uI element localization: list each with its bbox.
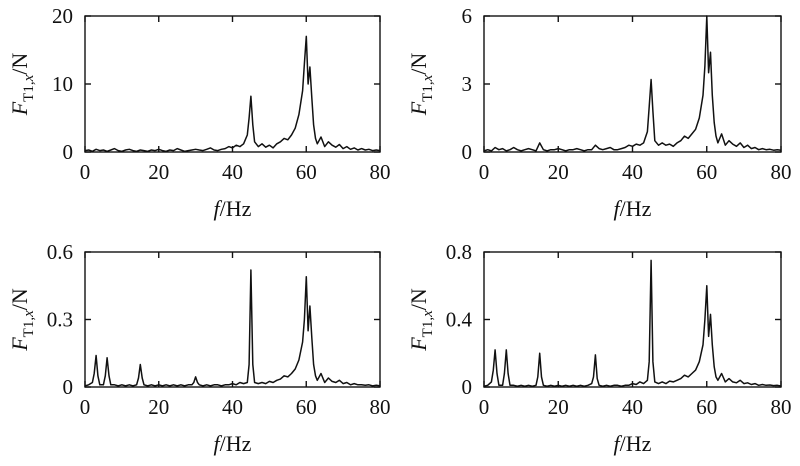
y-axis-label: FT1,x/N	[406, 53, 436, 117]
y-tick-label: 10	[52, 72, 73, 96]
x-tick-label: 20	[548, 160, 569, 184]
x-axis-label: f/Hz	[214, 196, 252, 221]
plot-frame	[84, 15, 381, 153]
y-tick-label: 0.8	[446, 240, 472, 264]
x-tick-label: 20	[148, 395, 169, 419]
x-tick-label: 80	[771, 395, 792, 419]
x-tick-label: 0	[479, 160, 490, 184]
y-tick-label: 20	[52, 4, 73, 28]
x-axis-label: f/Hz	[614, 431, 652, 456]
x-tick-label: 60	[696, 395, 717, 419]
plot-frame	[84, 251, 381, 388]
x-tick-label: 60	[696, 160, 717, 184]
chart-panel-top-left: 0 20 40 60 80 0 10 20 f/Hz FT1,x/N	[7, 4, 391, 221]
x-tick-label: 0	[479, 395, 490, 419]
x-tick-label: 60	[296, 160, 317, 184]
x-tick-label: 80	[771, 160, 792, 184]
x-tick-label: 80	[370, 160, 391, 184]
chart-panel-top-right: 0 20 40 60 80 0 3 6 f/Hz FT1,x/N	[406, 4, 792, 221]
y-axis-label: FT1,x/N	[7, 288, 37, 352]
series-line	[483, 15, 782, 152]
x-tick-label: 40	[622, 160, 643, 184]
chart-panel-bottom-right: 0 20 40 60 80 0 0.4 0.8 f/Hz FT1,x/N	[406, 240, 792, 456]
x-tick-label: 40	[622, 395, 643, 419]
x-tick-label: 0	[80, 395, 91, 419]
x-tick-label: 0	[80, 160, 91, 184]
chart-panel-bottom-left: 0 20 40 60 80 0 0.3 0.6 f/Hz FT1,x/N	[7, 240, 391, 456]
y-tick-label: 0.6	[47, 240, 73, 264]
y-tick-label: 0	[462, 140, 473, 164]
y-axis-label: FT1,x/N	[406, 288, 436, 352]
series-line	[84, 35, 381, 153]
y-tick-label: 0.3	[47, 308, 73, 332]
y-tick-label: 0.4	[446, 308, 473, 332]
y-axis-label: FT1,x/N	[7, 53, 37, 117]
y-tick-label: 0	[63, 140, 74, 164]
x-tick-label: 60	[296, 395, 317, 419]
y-tick-label: 3	[462, 72, 473, 96]
y-tick-label: 6	[462, 4, 473, 28]
y-tick-label: 0	[63, 375, 74, 399]
x-tick-label: 20	[548, 395, 569, 419]
x-tick-label: 40	[222, 160, 243, 184]
plot-frame	[483, 251, 782, 388]
x-tick-label: 20	[148, 160, 169, 184]
x-axis-label: f/Hz	[214, 431, 252, 456]
series-line	[84, 269, 381, 387]
y-tick-label: 0	[462, 375, 473, 399]
plot-frame	[483, 15, 782, 153]
x-tick-label: 40	[222, 395, 243, 419]
series-line	[483, 259, 782, 387]
x-axis-label: f/Hz	[614, 196, 652, 221]
x-tick-label: 80	[370, 395, 391, 419]
